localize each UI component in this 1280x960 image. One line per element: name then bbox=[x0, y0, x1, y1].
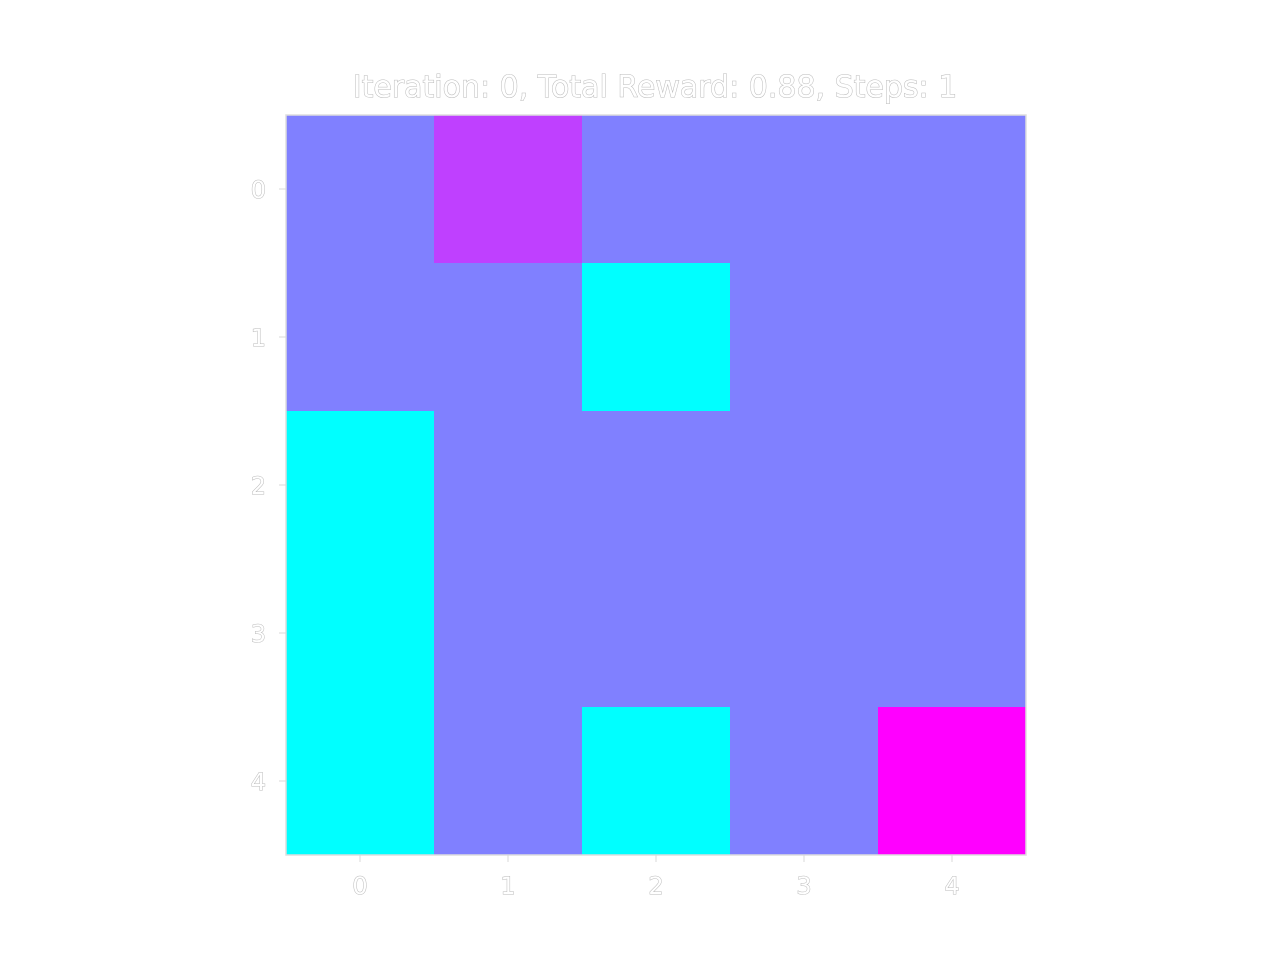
heatmap-cell-r1-c2 bbox=[582, 263, 731, 412]
heatmap-cell-r3-c3 bbox=[730, 559, 879, 708]
chart-title: Iteration: 0, Total Reward: 0.88, Steps:… bbox=[353, 70, 958, 105]
heatmap-cell-r0-c3 bbox=[730, 115, 879, 264]
heatmap-cell-r4-c3 bbox=[730, 707, 879, 856]
y-axis: 0 1 2 3 4 bbox=[250, 176, 286, 797]
heatmap-cell-r3-c0 bbox=[286, 559, 435, 708]
y-tick-label-1: 1 bbox=[251, 324, 266, 352]
heatmap-cell-r4-c0 bbox=[286, 707, 435, 856]
x-tick-label-3: 3 bbox=[796, 872, 811, 900]
x-tick-label-1: 1 bbox=[500, 872, 515, 900]
heatmap-cell-r2-c3 bbox=[730, 411, 879, 560]
heatmap-cell-r0-c4 bbox=[878, 115, 1027, 264]
heatmap-cell-r4-c1 bbox=[434, 707, 583, 856]
heatmap-cell-r2-c2 bbox=[582, 411, 731, 560]
heatmap-cell-r2-c0 bbox=[286, 411, 435, 560]
heatmap-cells bbox=[286, 115, 1027, 856]
y-tick-label-3: 3 bbox=[251, 620, 266, 648]
heatmap-cell-r3-c4 bbox=[878, 559, 1027, 708]
x-axis: 0 1 2 3 4 bbox=[352, 855, 960, 901]
heatmap-cell-r2-c4 bbox=[878, 411, 1027, 560]
heatmap-cell-r0-c1 bbox=[434, 115, 583, 264]
heatmap-cell-r4-c4 bbox=[878, 707, 1027, 856]
y-tick-label-0: 0 bbox=[251, 176, 266, 204]
heatmap-cell-r1-c0 bbox=[286, 263, 435, 412]
heatmap-cell-r0-c2 bbox=[582, 115, 731, 264]
heatmap-cell-r1-c1 bbox=[434, 263, 583, 412]
y-tick-label-2: 2 bbox=[251, 472, 266, 500]
y-tick-label-4: 4 bbox=[251, 768, 266, 796]
heatmap-cell-r3-c2 bbox=[582, 559, 731, 708]
x-tick-label-0: 0 bbox=[352, 872, 367, 900]
heatmap-cell-r4-c2 bbox=[582, 707, 731, 856]
heatmap-cell-r1-c4 bbox=[878, 263, 1027, 412]
heatmap-cell-r3-c1 bbox=[434, 559, 583, 708]
heatmap-cell-r1-c3 bbox=[730, 263, 879, 412]
x-tick-label-4: 4 bbox=[944, 872, 959, 900]
heatmap-cell-r0-c0 bbox=[286, 115, 435, 264]
x-tick-label-2: 2 bbox=[648, 872, 663, 900]
heatmap-cell-r2-c1 bbox=[434, 411, 583, 560]
